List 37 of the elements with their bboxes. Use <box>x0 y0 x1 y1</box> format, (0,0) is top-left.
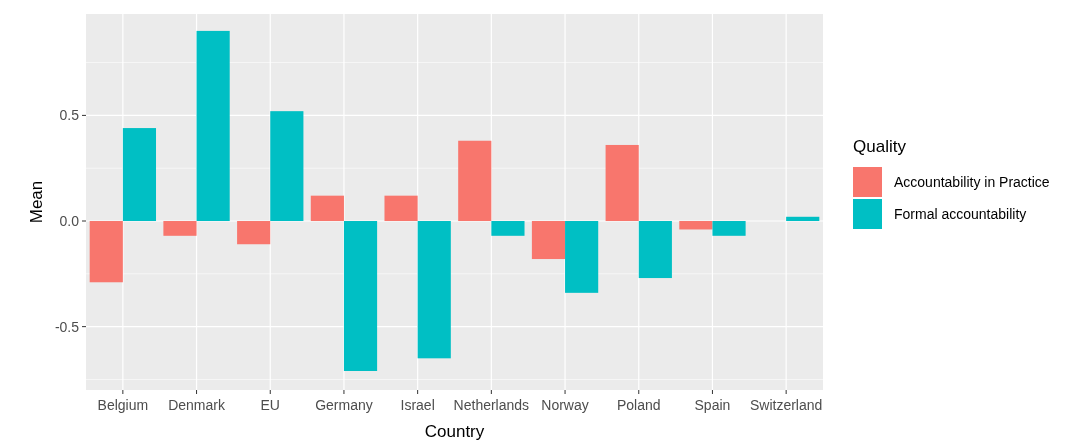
bar <box>679 221 713 230</box>
bar <box>458 140 492 222</box>
x-tick-label: Switzerland <box>749 397 823 413</box>
bar <box>196 30 230 222</box>
bar <box>531 221 566 260</box>
x-axis-title: Country <box>424 422 485 441</box>
x-tick-label: Israel <box>400 397 435 413</box>
x-tick-label: Germany <box>315 397 373 413</box>
bar <box>343 221 378 371</box>
bar <box>310 195 344 222</box>
bar <box>89 221 123 283</box>
bar <box>491 221 525 236</box>
x-tick-label: EU <box>260 397 280 413</box>
legend-label: Accountability in Practice <box>894 173 1050 190</box>
x-tick-label: Poland <box>616 397 661 413</box>
legend-title: Quality <box>853 137 907 156</box>
x-tick-label: Spain <box>694 397 731 413</box>
x-tick-label: Norway <box>541 397 589 413</box>
bar <box>712 221 746 236</box>
bar <box>565 221 599 293</box>
bar <box>270 111 304 222</box>
y-tick-label: 0.5 <box>59 107 80 124</box>
bar <box>605 144 639 222</box>
bar <box>163 221 197 236</box>
y-tick-label: -0.5 <box>54 318 80 335</box>
legend-label: Formal accountability <box>894 205 1027 222</box>
bar <box>638 221 672 279</box>
bar <box>384 195 418 222</box>
x-tick-label: Netherlands <box>453 397 530 413</box>
y-tick-label: 0.0 <box>59 212 80 229</box>
bar <box>237 221 271 245</box>
bar <box>122 128 157 222</box>
bar <box>786 216 820 222</box>
x-tick-label: Denmark <box>168 397 226 413</box>
y-axis-title: Mean <box>27 180 46 224</box>
x-tick-label: Belgium <box>97 397 149 413</box>
bar <box>417 221 451 359</box>
